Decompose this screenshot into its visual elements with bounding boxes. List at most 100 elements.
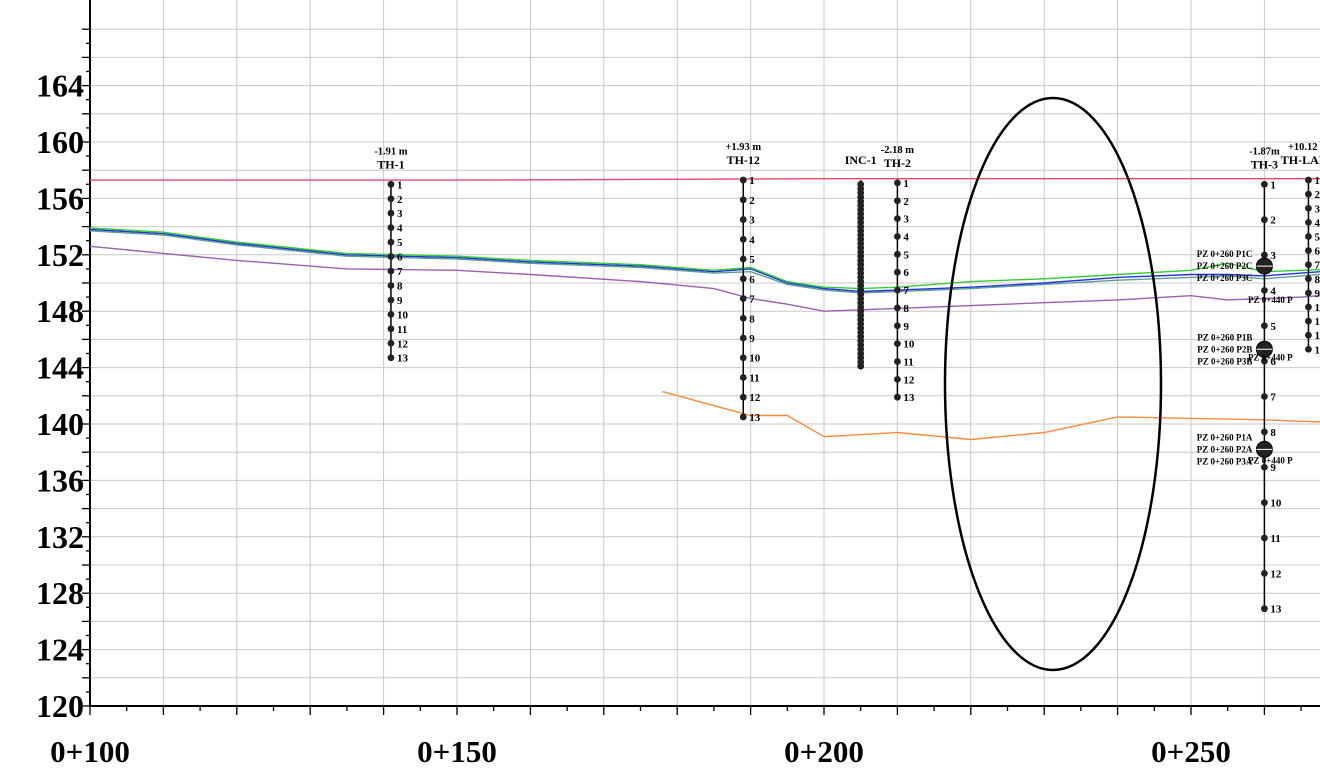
sample-label: 5 [1314, 231, 1320, 243]
sample-dot [894, 358, 901, 365]
sample-dot [894, 233, 901, 240]
piezometers-group [1255, 257, 1273, 458]
sample-label: 6 [1270, 356, 1276, 368]
sample-dot [387, 209, 395, 217]
sample-label: 7 [903, 285, 909, 297]
edge-annotation: PZ 0+440 P [1248, 295, 1293, 305]
series-group [89, 177, 1320, 441]
sample-label: 2 [397, 194, 403, 206]
sample-dot [1305, 218, 1312, 226]
sample-dot [1261, 428, 1268, 436]
sample-label: 11 [749, 372, 759, 384]
sample-dot [1261, 605, 1268, 613]
sample-label: 4 [749, 234, 755, 246]
piezometer-label: PZ 0+260 P2B [1197, 344, 1252, 354]
sample-dot [894, 179, 901, 187]
borehole-name: TH-1 [377, 157, 404, 171]
sample-label: 2 [1270, 215, 1276, 227]
sample-dot [1261, 463, 1268, 471]
sample-dot [387, 180, 395, 188]
sample-dot [739, 393, 747, 401]
sample-label: 9 [903, 321, 909, 333]
sample-label: 4 [1270, 285, 1276, 297]
sample-label: 10 [749, 353, 761, 365]
sample-label: 4 [903, 231, 909, 243]
sample-dot [739, 196, 747, 204]
sample-dot [1261, 180, 1268, 188]
sample-label: 3 [1314, 203, 1320, 215]
series-line [89, 228, 1320, 293]
boreholes-group: 1234567891011121312345678910111213123456… [387, 175, 1320, 616]
sample-label: 3 [397, 208, 403, 220]
sample-dot [387, 354, 395, 362]
sample-label: 2 [903, 196, 909, 208]
sample-dot [894, 250, 901, 258]
series-line [89, 245, 1320, 312]
sample-label: 1 [1314, 175, 1320, 187]
sample-label: 6 [397, 252, 403, 264]
sample-dot [739, 235, 747, 243]
sample-label: 13 [749, 412, 761, 424]
inclinometer-dot [857, 180, 865, 188]
y-tick-label: 156 [36, 180, 84, 216]
x-tick-label: 0+100 [50, 734, 130, 769]
sample-dot [894, 340, 901, 348]
sample-label: 12 [749, 392, 761, 404]
sample-label: 5 [1270, 321, 1276, 333]
sample-dot [1305, 261, 1312, 269]
y-tick-label: 128 [36, 575, 84, 611]
sample-label: 7 [1314, 260, 1320, 272]
sample-dot [894, 268, 901, 276]
borehole-offset: -2.18 m [881, 145, 914, 156]
sample-label: 6 [1314, 246, 1320, 258]
sample-label: 12 [1270, 568, 1282, 580]
piezometer-label: PZ 0+260 P1C [1197, 249, 1253, 259]
sample-label: 12 [1314, 330, 1320, 342]
sample-dot [387, 325, 395, 333]
sample-label: 13 [903, 392, 915, 404]
borehole-name: TH-LAKE [1281, 153, 1320, 167]
sample-label: 11 [397, 324, 407, 336]
sample-dot [1305, 289, 1312, 297]
sample-label: 6 [749, 274, 755, 286]
grid [89, 0, 1320, 707]
sample-label: 3 [749, 215, 755, 227]
sample-dot [1261, 534, 1268, 542]
sample-label: 1 [397, 179, 403, 191]
x-tick-label: 0+200 [784, 734, 864, 769]
y-tick-label: 148 [36, 293, 84, 329]
borehole-name: INC-1 [845, 153, 877, 167]
piezometer-label: PZ 0+260 P3C [1197, 273, 1253, 283]
piezometer-label: PZ 0+260 P2A [1197, 444, 1253, 454]
borehole-offset: -1.91 m [374, 146, 407, 157]
sample-dot [387, 238, 395, 246]
sample-dot [1305, 331, 1312, 339]
sample-label: 1 [903, 178, 909, 190]
sample-dot [739, 413, 747, 421]
sample-label: 4 [397, 223, 403, 235]
sample-dot [1305, 275, 1312, 283]
sample-label: 7 [1270, 392, 1276, 404]
sample-label: 1 [1270, 179, 1276, 191]
series-line [89, 230, 1320, 294]
piezometer-label: PZ 0+260 P3A [1197, 456, 1253, 466]
y-tick-label: 160 [36, 124, 84, 160]
labels-group: TH-1-1.91 m TH-12+1.93 m INC-1 TH-2-2.18 m T… [374, 142, 1320, 466]
sample-dot [1305, 345, 1312, 353]
sample-label: 7 [749, 294, 755, 306]
sample-dot [1261, 357, 1268, 365]
sample-dot [1261, 499, 1268, 507]
y-tick-label: 124 [36, 632, 84, 668]
sample-dot [739, 334, 747, 342]
sample-dot [894, 286, 901, 294]
sample-label: 9 [749, 333, 755, 345]
sample-label: 12 [903, 374, 915, 386]
sample-dot [1261, 251, 1268, 259]
sample-dot [894, 215, 901, 223]
sample-label: 4 [1314, 217, 1320, 229]
sample-label: 13 [1270, 604, 1282, 616]
sample-label: 2 [749, 195, 755, 207]
sample-label: 1 [749, 175, 755, 187]
sample-label: 6 [903, 267, 909, 279]
sample-dot [739, 176, 747, 184]
